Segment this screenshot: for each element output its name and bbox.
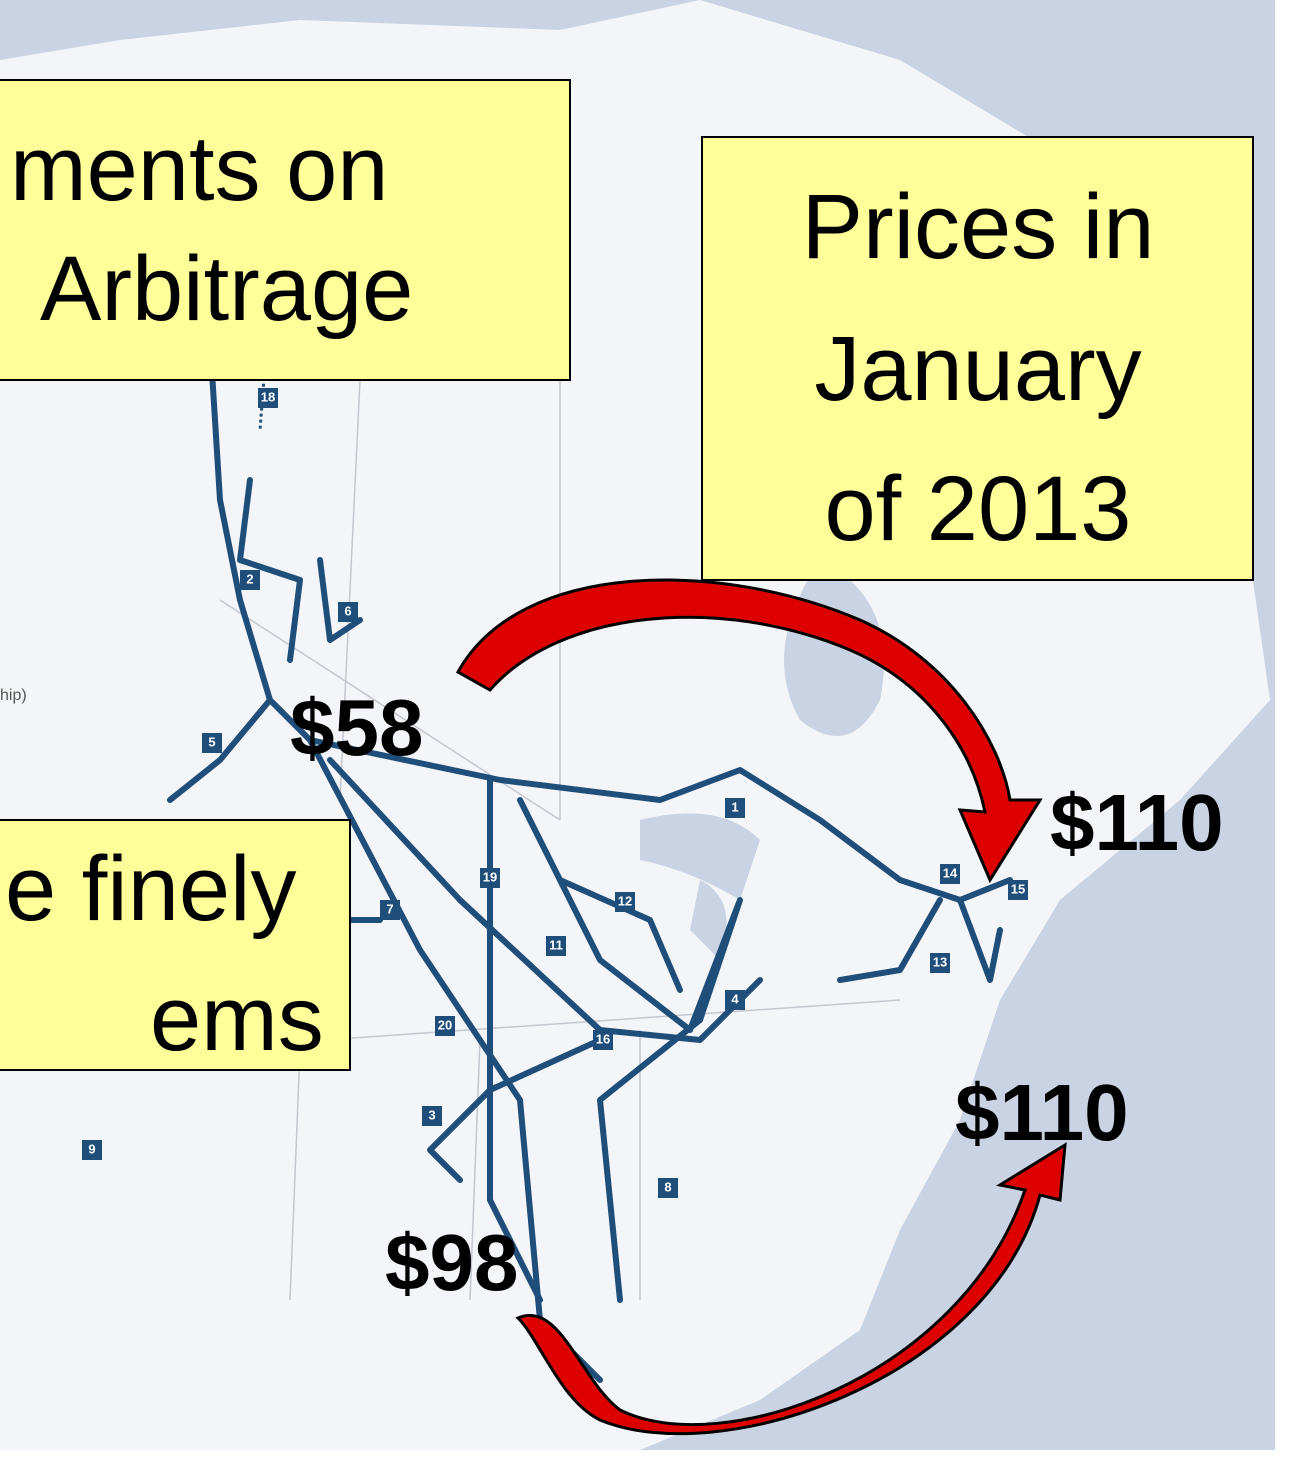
pipeline-label: 11 [549, 937, 563, 952]
pipeline-label-bg [258, 388, 278, 408]
texts: ments on Arbitrage Prices in January of 2013… [0, 118, 1224, 1307]
box-text: Arbitrage [40, 238, 413, 340]
pipeline-label-bg [1008, 880, 1028, 900]
pipeline-label-bg [480, 868, 500, 888]
box-text: ems [150, 968, 324, 1070]
box-text: of 2013 [825, 458, 1132, 560]
pipelines [118, 119, 1013, 1383]
pipeline-label: 5 [208, 734, 215, 749]
pipeline-label-bg [422, 1106, 442, 1126]
text-box [701, 136, 1254, 581]
borders [179, 300, 901, 1301]
pipeline-label: 1 [731, 799, 738, 814]
pipeline-label: 20 [438, 1017, 452, 1032]
pipeline-label: 12 [618, 893, 632, 908]
pipeline-label: 13 [933, 954, 947, 969]
pipeline-label-bg [240, 570, 260, 590]
price-label: $98 [385, 1218, 518, 1307]
text-box [0, 79, 571, 381]
pipeline-label: 4 [731, 991, 739, 1006]
pipeline [207, 337, 1013, 903]
pipeline-label-bg [380, 900, 400, 920]
pipeline-labels: 18 2 6 5 1 12 19 11 20 3 16 13 14 15 9 7 4 8 [82, 388, 1028, 1198]
price-label: $58 [290, 683, 423, 772]
pipeline [517, 797, 743, 1303]
price-label: $110 [1050, 778, 1224, 867]
pipeline-label-bg [615, 892, 635, 912]
box-text: ments on [10, 118, 388, 220]
great-lakes [640, 813, 760, 960]
pipeline-label: 2 [246, 571, 253, 586]
price-label: $110 [955, 1068, 1129, 1157]
pipeline-label: 19 [483, 869, 497, 884]
pipeline-label-bg [82, 1140, 102, 1160]
pipeline [487, 777, 543, 1303]
pipeline-label-bg [546, 936, 566, 956]
border-line [179, 300, 901, 1301]
pipeline-label-bg [940, 864, 960, 884]
pipeline-label-bg [658, 1178, 678, 1198]
pipeline-label: 6 [344, 603, 351, 618]
pipeline-label: 3 [428, 1107, 435, 1122]
text-box [0, 819, 351, 1071]
arrow [455, 578, 1043, 884]
arrows [455, 578, 1067, 1436]
pipeline-label-bg [725, 798, 745, 818]
pipeline [557, 877, 1003, 993]
pipeline-label-bg [725, 990, 745, 1010]
pipeline-label-bg [930, 953, 950, 973]
pipeline-label: 14 [943, 865, 958, 880]
box-text: e finely [5, 838, 297, 940]
edge-label: hip) [0, 687, 27, 704]
pipeline [167, 477, 383, 923]
pipeline-label-bg [435, 1016, 455, 1036]
pipeline-label: 18 [261, 389, 275, 404]
pipeline-label: 8 [664, 1179, 671, 1194]
pipeline-label-bg [202, 733, 222, 753]
box-text: Prices in [802, 176, 1155, 278]
pipeline-label-bg [593, 1030, 613, 1050]
box-text: January [814, 318, 1141, 420]
pipeline-label: 7 [386, 901, 393, 916]
pipeline-label: 9 [88, 1141, 95, 1156]
arrow [515, 1142, 1067, 1436]
pipeline-label-bg [338, 602, 358, 622]
pipeline-label: 16 [596, 1031, 610, 1046]
pipeline-label: 15 [1011, 881, 1025, 896]
